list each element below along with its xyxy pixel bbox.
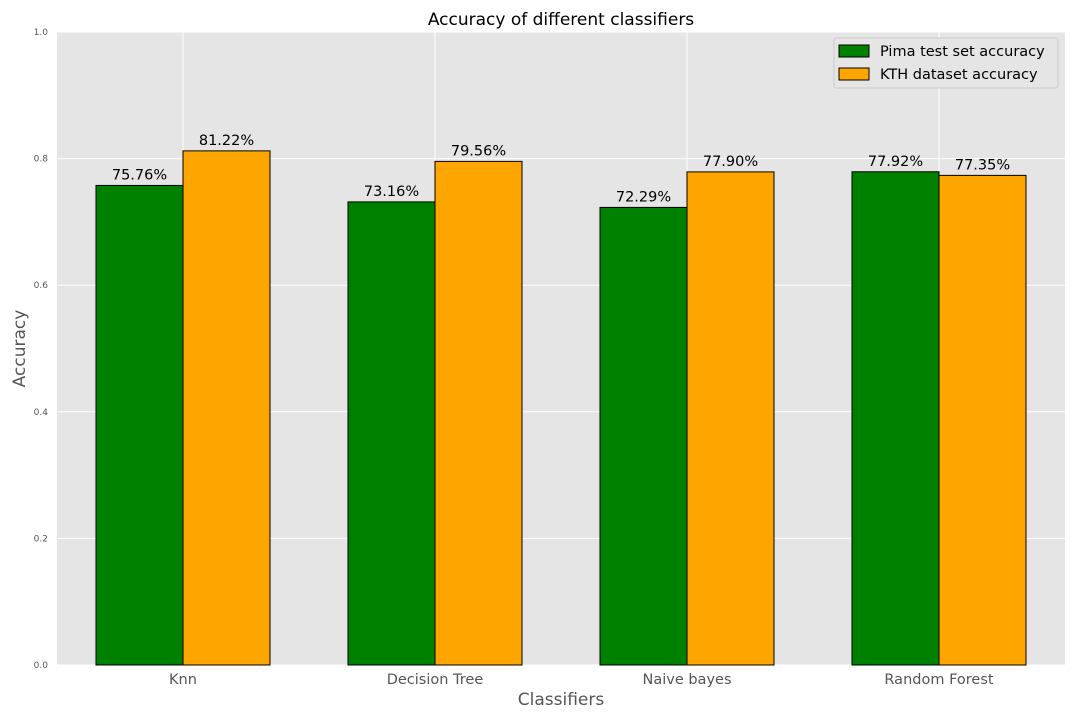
bar [182,150,271,666]
x-tick-label: Decision Tree [387,672,484,688]
y-axis-ticks: 0.0 0.2 0.4 0.6 0.8 1.0 [34,28,49,671]
bar-value-label: 77.90% [703,154,758,170]
legend-box [833,37,1059,89]
y-tick-label: 1.0 [34,28,49,38]
legend-swatch [838,44,870,58]
legend-label: KTH dataset accuracy [880,67,1038,83]
bar [347,201,436,666]
legend-swatch [838,67,870,81]
bar-value-label: 75.76% [112,167,167,183]
legend: Pima test set accuracy KTH dataset accura… [833,37,1059,89]
bar [686,171,775,666]
bar-value-labels: 75.76% 73.16% 72.29% 77.92% 81.22% 79.56% 77.9… [112,133,1010,206]
bar [434,160,523,666]
legend-label: Pima test set accuracy [880,44,1045,60]
bar-value-label: 77.92% [868,154,923,170]
bar-value-label: 77.35% [955,157,1010,173]
y-axis-label: Accuracy [10,310,30,388]
y-tick-label: 0.2 [34,534,48,544]
y-tick-label: 0.0 [34,661,49,671]
bars [95,150,1027,666]
bar-value-label: 73.16% [364,184,419,200]
bar [95,184,184,666]
y-tick-label: 0.6 [34,281,49,291]
bar [851,171,940,666]
bar-value-label: 79.56% [451,143,506,159]
x-tick-label: Naive bayes [642,672,731,688]
bar-value-label: 81.22% [199,133,254,149]
bar [599,206,688,666]
x-tick-label: Knn [169,672,197,688]
chart-title: Accuracy of different classifiers [428,10,694,30]
x-axis-label: Classifiers [518,690,605,710]
bar [938,174,1027,666]
x-tick-label: Random Forest [884,672,993,688]
y-tick-label: 0.4 [34,408,49,418]
y-tick-label: 0.8 [34,155,49,165]
x-axis-ticks: Knn Decision Tree Naive bayes Random Forest [169,672,994,688]
bar-value-label: 72.29% [616,189,671,205]
